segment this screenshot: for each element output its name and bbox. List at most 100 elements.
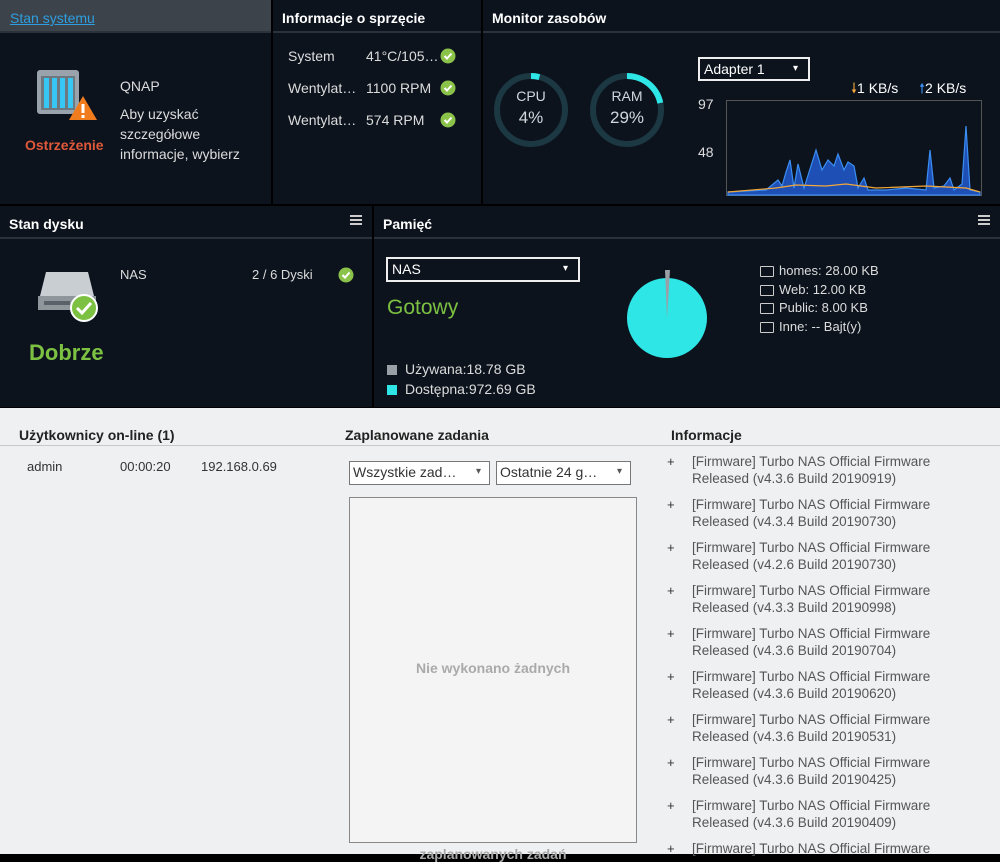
system-status-panel: Stan systemu Ostrzeżenie QNAP Aby uzyska… xyxy=(0,0,271,204)
disk-name: NAS xyxy=(120,267,147,282)
user-cell: 192.168.0.69 xyxy=(201,459,277,474)
nas-warning-icon xyxy=(37,70,97,120)
expand-icon: + xyxy=(667,798,675,813)
disk-ok-icon xyxy=(38,272,98,322)
adapter-select[interactable]: Adapter 1 xyxy=(698,57,810,81)
axis-label: 97 xyxy=(698,96,714,112)
hardware-label: System xyxy=(288,48,335,64)
expand-icon: + xyxy=(667,540,675,555)
disk-count: 2 / 6 Dyski xyxy=(252,267,313,282)
disk-panel: Stan dysku Dobrze NAS 2 / 6 Dyski xyxy=(0,206,372,407)
info-title: [Firmware] Turbo NAS Official Firmware xyxy=(692,798,931,813)
resource-panel: Monitor zasobów CPU 4% RAM 29% Adapter 1… xyxy=(483,0,1000,204)
user-cell: admin xyxy=(27,459,63,474)
download-value: 1 KB/s xyxy=(857,80,899,96)
upload-arrow: 🠕 xyxy=(919,80,926,96)
storage-pie xyxy=(627,270,707,358)
panel-title-link[interactable]: Stan systemu xyxy=(10,10,95,26)
legend-swatch xyxy=(387,365,397,375)
task-filter[interactable]: Wszystkie zad… xyxy=(349,461,490,485)
hardware-panel: Informacje o sprzęcie System 41°C/105… Wen… xyxy=(273,0,481,204)
volume-select[interactable]: NAS xyxy=(386,257,580,282)
info-title: [Firmware] Turbo NAS Official Firmware xyxy=(692,583,931,598)
info-detail: Released (v4.3.4 Build 20190730) xyxy=(692,514,897,529)
network-chart xyxy=(726,100,982,196)
panel-title: Monitor zasobów xyxy=(483,0,1000,33)
hardware-label: Wentylat… xyxy=(288,112,357,128)
menu-icon[interactable] xyxy=(978,215,990,225)
info-detail: Released (v4.2.6 Build 20190730) xyxy=(692,557,897,572)
info-detail: Released (v4.3.6 Build 20190919) xyxy=(692,471,897,486)
volume-status: Gotowy xyxy=(387,296,459,319)
column-title: Informacje xyxy=(671,427,742,443)
task-filter[interactable]: Ostatnie 24 g… xyxy=(496,461,631,485)
info-title: [Firmware] Turbo NAS Official Firmware xyxy=(692,841,931,856)
ok-icon xyxy=(440,48,456,64)
legend-free: Dostępna:972.69 GB xyxy=(405,381,536,397)
cpu-gauge-arc xyxy=(530,73,541,81)
info-title: [Firmware] Turbo NAS Official Firmware xyxy=(692,712,931,727)
upload-rate: 🠕2 KB/s xyxy=(919,78,966,102)
panel-title: Pamięć xyxy=(374,206,1000,239)
disk-status: Dobrze xyxy=(29,340,104,365)
info-detail: Released (v4.3.3 Build 20190998) xyxy=(692,600,897,615)
folder-icon xyxy=(760,321,774,333)
info-title: [Firmware] Turbo NAS Official Firmware xyxy=(692,669,931,684)
info-title: [Firmware] Turbo NAS Official Firmware xyxy=(692,540,931,555)
expand-icon: + xyxy=(667,583,675,598)
empty-message: zaplanowanych zadań xyxy=(419,846,567,862)
axis-label: 48 xyxy=(698,144,714,160)
storage-panel: Pamięć NAS Gotowy homes: 28.00 KB Web: 12… xyxy=(374,206,1000,407)
gauge-value: 4% xyxy=(518,108,544,127)
download-series xyxy=(727,183,981,193)
divider xyxy=(0,445,1000,446)
folder-icon xyxy=(760,303,774,314)
column-title: Użytkownicy on-line (1) xyxy=(19,427,175,443)
folder-size: Inne: -- Bajt(y) xyxy=(779,318,862,334)
status-label: Ostrzeżenie xyxy=(25,137,104,153)
gauge-label: CPU xyxy=(516,88,546,104)
info-detail: Released (v4.3.6 Build 20190409) xyxy=(692,815,897,830)
status-message: Aby uzyskać szczegółowe informacje, wybi… xyxy=(120,106,240,162)
gauge-value: 29% xyxy=(609,108,645,127)
panel-header[interactable]: Stan systemu xyxy=(0,0,271,33)
info-title: [Firmware] Turbo NAS Official Firmware xyxy=(692,454,931,469)
gauges xyxy=(494,72,664,147)
pie-used xyxy=(665,270,670,318)
hardware-label: Wentylat… xyxy=(288,80,357,96)
expand-icon: + xyxy=(667,841,675,856)
info-detail: Released (v4.3.6 Build 20190531) xyxy=(692,729,897,744)
brand: QNAP xyxy=(120,78,160,94)
empty-message: Nie wykonano żadnych xyxy=(415,660,571,676)
folder-icon xyxy=(760,266,774,277)
download-rate: 🠗1 KB/s xyxy=(851,78,898,102)
expand-icon: + xyxy=(667,454,675,469)
upload-series xyxy=(727,125,981,196)
expand-icon: + xyxy=(667,669,675,684)
user-cell: 00:00:20 xyxy=(120,459,171,474)
info-detail: Released (v4.3.6 Build 20190425) xyxy=(692,772,897,787)
info-title: [Firmware] Turbo NAS Official Firmware xyxy=(692,755,931,770)
hardware-value: 41°C/105… xyxy=(366,48,439,64)
ok-icon xyxy=(338,267,354,283)
expand-icon: + xyxy=(667,712,675,727)
legend-swatch xyxy=(387,385,397,395)
hardware-value: 574 RPM xyxy=(366,112,425,128)
hardware-value: 1100 RPM xyxy=(366,80,432,96)
bottom-area: Użytkownicy on-line (1) Zaplanowane zada… xyxy=(0,408,1000,862)
folder-icon xyxy=(760,284,774,296)
folder-size: Public: 8.00 KB xyxy=(779,300,868,315)
info-detail: Released (v4.3.6 Build 20190620) xyxy=(692,686,897,701)
upload-value: 2 KB/s xyxy=(925,80,967,96)
info-title: [Firmware] Turbo NAS Official Firmware xyxy=(692,626,931,641)
menu-icon[interactable] xyxy=(350,215,362,225)
panel-title: Informacje o sprzęcie xyxy=(273,0,481,33)
folder-size: homes: 28.00 KB xyxy=(779,263,879,278)
ram-gauge-arc xyxy=(626,72,664,104)
expand-icon: + xyxy=(667,755,675,770)
info-title: [Firmware] Turbo NAS Official Firmware xyxy=(692,497,931,512)
folder-size: Web: 12.00 KB xyxy=(779,281,867,297)
info-detail: Released (v4.3.6 Build 20190704) xyxy=(692,643,897,658)
expand-icon: + xyxy=(667,497,675,512)
